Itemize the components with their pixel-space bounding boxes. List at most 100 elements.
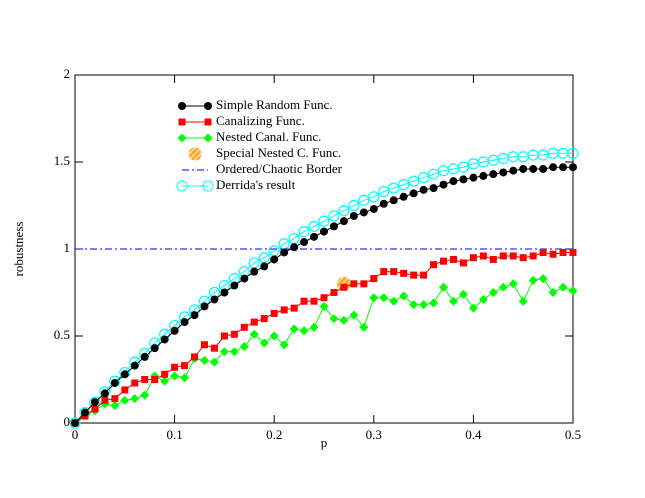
legend-marker [188,147,202,161]
point [310,232,319,241]
legend-label: Derrida's result [216,177,296,192]
point [388,182,400,194]
point [100,389,109,398]
point [508,279,518,289]
point [569,248,577,256]
point [200,341,208,349]
point [240,323,248,331]
point [489,170,498,179]
point [418,172,430,184]
point [439,282,449,292]
point [440,257,448,265]
series [71,248,577,427]
point [478,294,488,304]
point [69,417,81,429]
point [538,274,548,284]
point [369,293,379,303]
point [379,293,389,303]
point [498,282,508,292]
point [509,166,518,175]
point [230,281,239,290]
point [529,164,538,173]
point [359,322,369,332]
point [559,248,567,256]
point [170,326,179,335]
point [378,185,390,198]
point [260,262,269,271]
legend-marker [202,180,214,192]
legend-label: Simple Random Func. [216,97,333,112]
y-tick-label: 2 [64,66,71,81]
point [308,220,320,232]
point [320,227,328,236]
point [329,222,338,231]
point [160,376,170,386]
point [71,419,79,427]
point [340,283,348,291]
legend-label: Special Nested C. Func. [216,145,341,160]
point [249,329,259,339]
point [457,161,470,173]
point [479,171,488,180]
point [349,310,359,320]
point [360,280,368,288]
point [569,163,577,172]
point [180,318,189,327]
point [409,300,419,310]
point [121,386,129,394]
point [488,288,498,297]
point [389,296,399,306]
point [161,370,169,378]
legend-marker [204,118,212,126]
point [290,304,298,312]
point [339,315,349,325]
point [469,254,477,262]
point [409,189,418,198]
point [489,255,497,263]
point [269,331,279,341]
point [329,314,339,324]
point [429,298,439,308]
legend-label: Ordered/Chaotic Border [216,161,343,176]
point [419,300,429,310]
legend-marker [203,133,213,143]
point [410,271,418,279]
point [539,248,547,256]
point [559,163,568,172]
point [399,192,408,201]
point [170,371,180,381]
point [359,208,368,217]
point [548,288,558,297]
legend-label: Canalizing Func. [216,113,305,128]
legend-marker [178,102,186,110]
x-tick-label: 0.1 [166,427,182,442]
legend-marker [178,118,186,126]
point [369,204,378,213]
point [389,196,398,205]
point [200,302,209,311]
point [509,252,517,260]
point [101,396,109,404]
point [80,408,89,417]
point [219,347,229,357]
point [499,168,508,177]
point [210,344,218,352]
point [549,163,558,172]
point [131,379,139,387]
point [90,398,99,407]
point [220,332,228,340]
point [338,205,350,217]
x-tick-label: 0.5 [565,427,581,442]
point [368,191,380,203]
point [299,326,309,336]
point [419,185,428,194]
y-tick-label: 0.5 [54,327,70,342]
point [91,405,99,413]
point [141,376,149,383]
x-axis-label: p [321,435,328,450]
point [310,297,318,305]
point [280,306,288,314]
point [320,294,328,302]
x-tick-label: 0.2 [266,427,282,442]
point [399,291,409,301]
